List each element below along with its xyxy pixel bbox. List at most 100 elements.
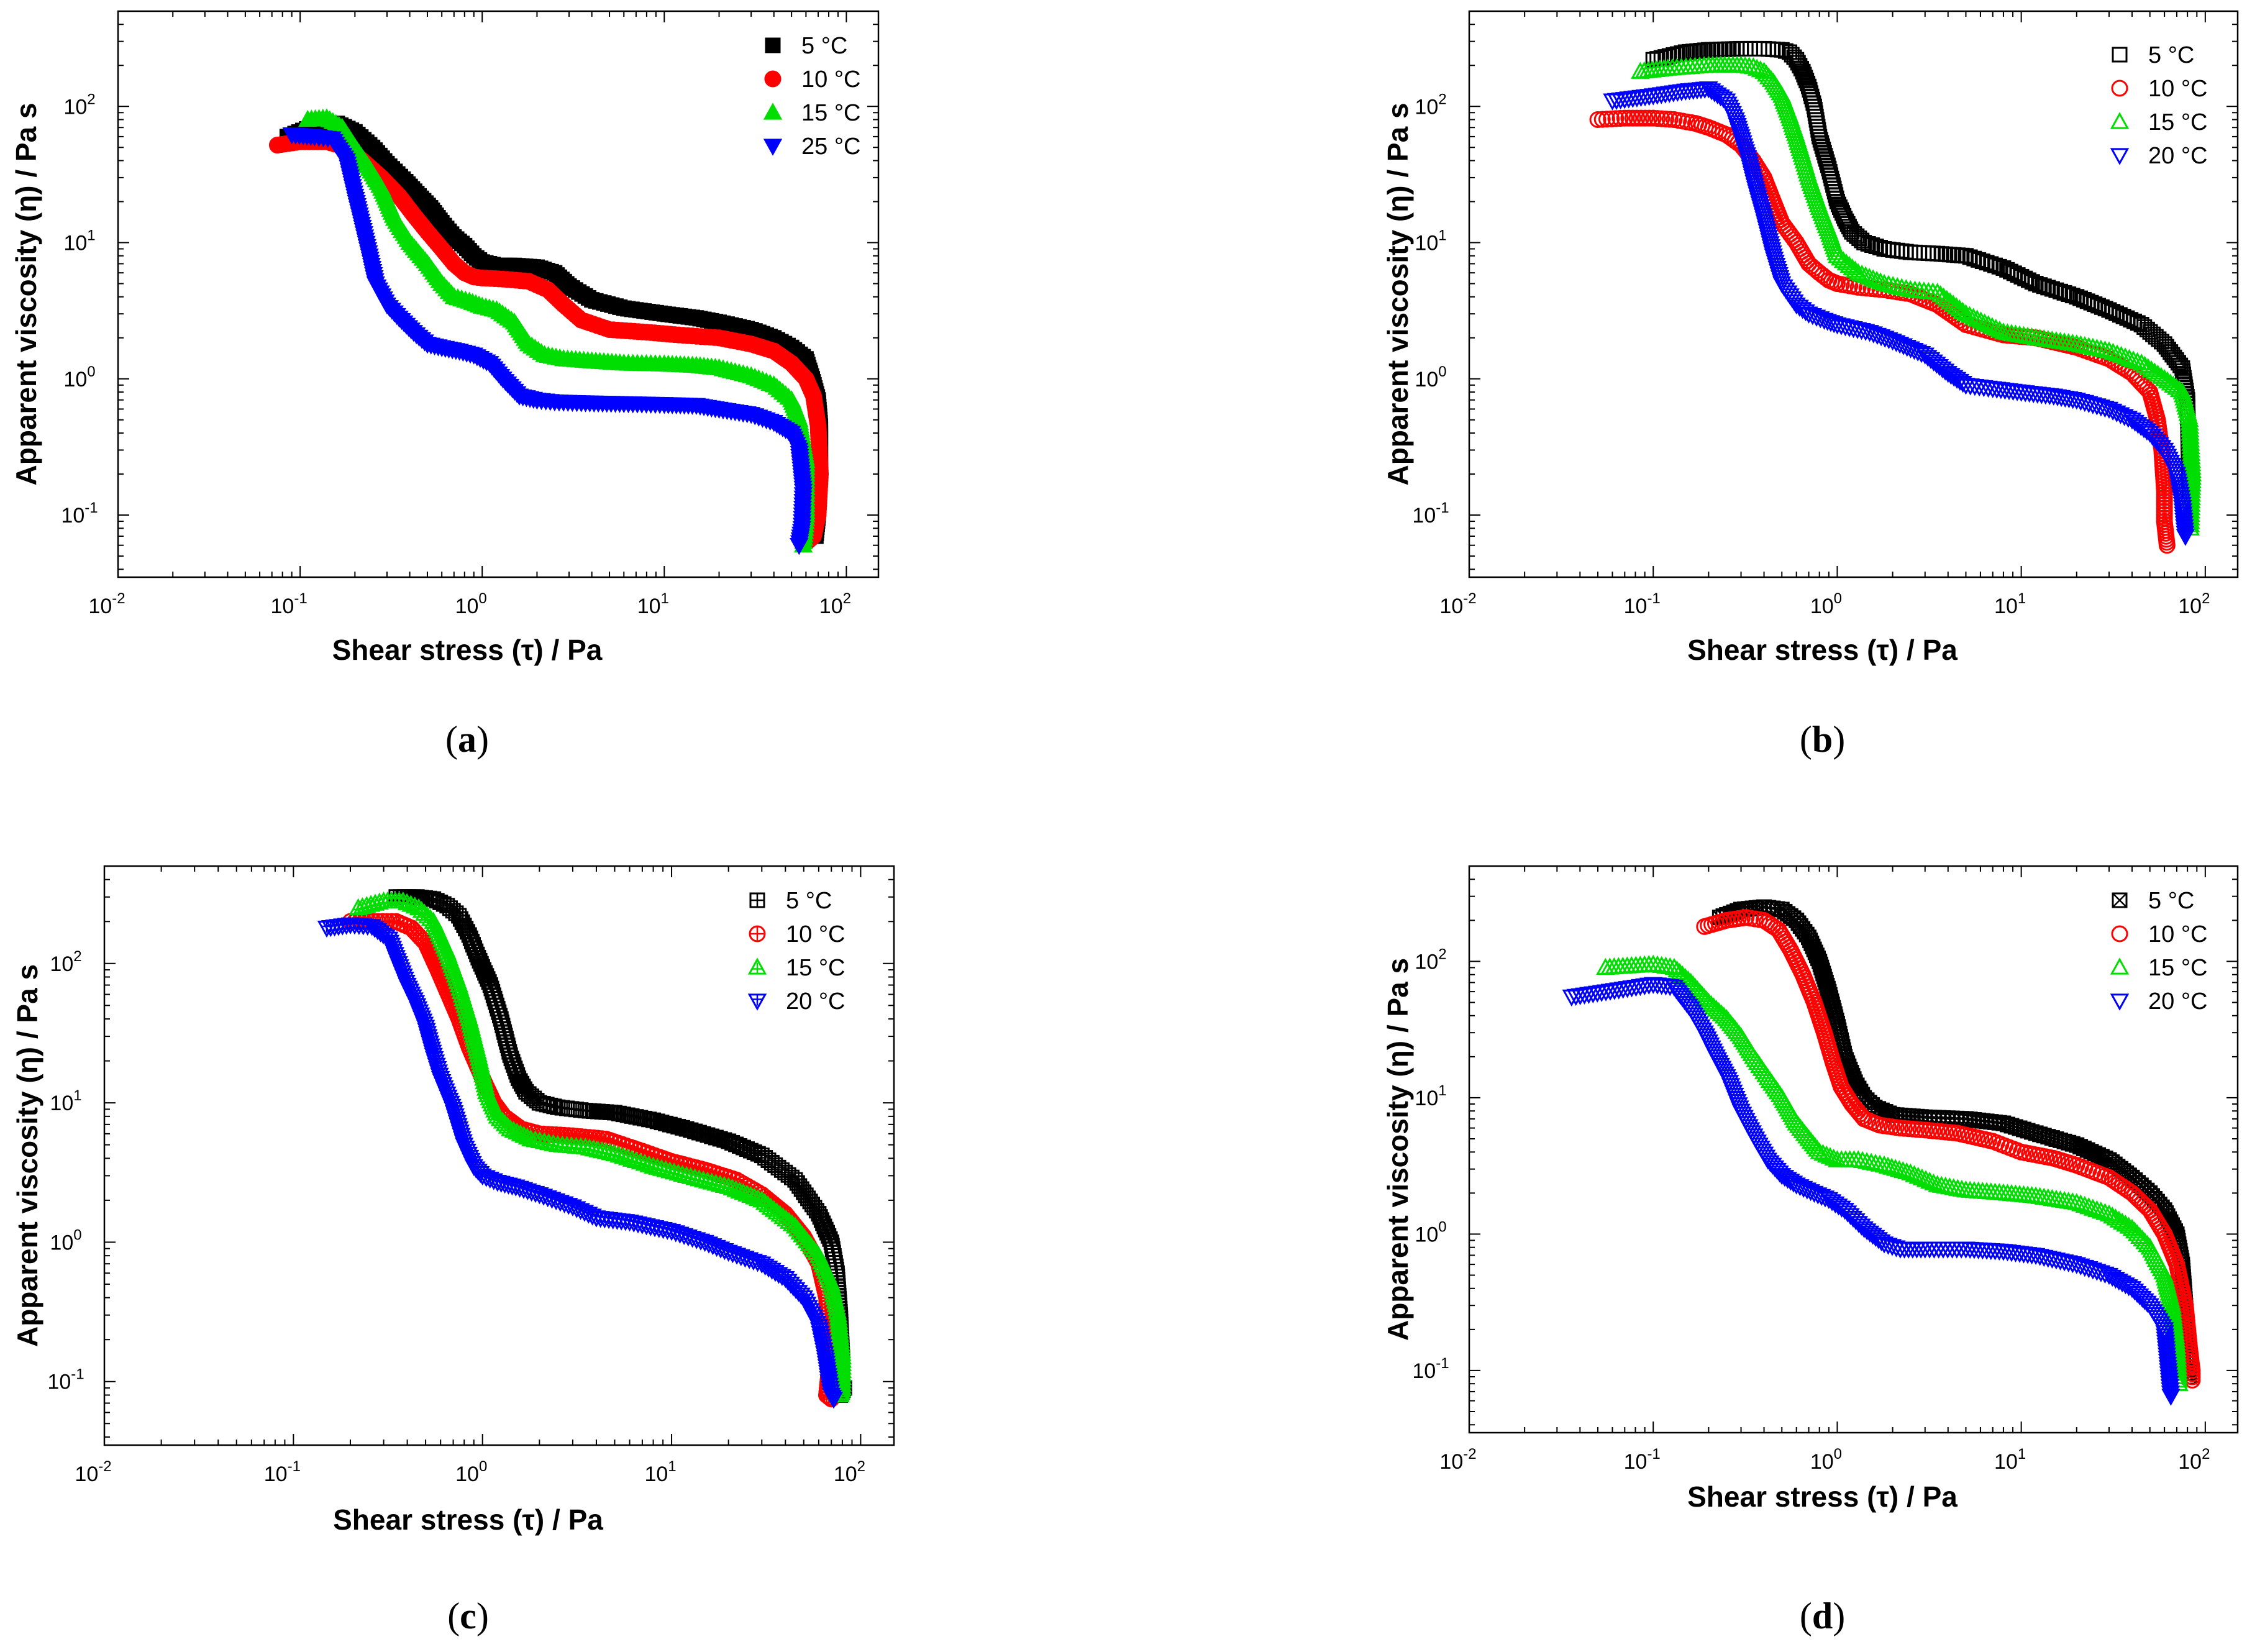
- data-point: [1859, 267, 1879, 285]
- x-tick-label: 102: [834, 1458, 865, 1486]
- plot-frame: [1468, 865, 2239, 1434]
- legend-item: 5 °C: [2112, 888, 2194, 914]
- data-point: [1966, 250, 1982, 267]
- data-point: [2176, 529, 2195, 546]
- data-point: [2128, 352, 2147, 369]
- data-point: [1908, 1166, 1928, 1184]
- data-point: [1871, 272, 1890, 290]
- data-point: [1874, 1236, 1894, 1254]
- data-point: [2115, 347, 2135, 365]
- data-point: [2139, 1199, 2156, 1216]
- data-point: [790, 538, 809, 555]
- data-point: [1907, 244, 1923, 260]
- data-point: [1924, 1173, 1943, 1190]
- legend-item: 20 °C: [747, 988, 845, 1015]
- y-tick-label: 10-1: [1412, 500, 1449, 527]
- series-a-0: [279, 116, 829, 544]
- data-point: [2112, 345, 2131, 363]
- legend-label: 5 °C: [2148, 42, 2194, 68]
- data-point: [2099, 341, 2119, 358]
- x-tick-label: 100: [455, 590, 487, 618]
- data-point: [2083, 1198, 2103, 1216]
- x-tick-label: 101: [1994, 590, 2026, 618]
- data-point: [1943, 294, 1963, 312]
- data-point: [1916, 1170, 1936, 1187]
- data-point: [1708, 87, 1727, 105]
- legend-label: 5 °C: [786, 888, 832, 914]
- data-point: [1867, 270, 1887, 288]
- legend-item: 20 °C: [2110, 143, 2207, 169]
- data-point: [1863, 269, 1883, 286]
- legend-label: 15 °C: [786, 955, 845, 981]
- y-tick-label: 102: [1415, 91, 1446, 119]
- legend-label: 15 °C: [2148, 109, 2207, 135]
- data-point: [1987, 257, 2003, 273]
- legend-label: 10 °C: [2148, 921, 2207, 947]
- y-tick-label: 102: [1415, 946, 1446, 974]
- data-point: [2145, 362, 2164, 380]
- x-tick-label: 10-1: [264, 1458, 301, 1486]
- data-point: [1950, 299, 1969, 317]
- legend-marker: [2110, 112, 2130, 129]
- axis-ticks: [117, 11, 878, 577]
- data-point: [1967, 309, 1987, 327]
- data-point: [1947, 372, 1967, 389]
- y-tick-label: 100: [1415, 363, 1446, 391]
- x-tick-label: 100: [1810, 1446, 1842, 1474]
- data-point: [1869, 1232, 1888, 1249]
- y-tick-label: 100: [50, 1226, 81, 1254]
- data-point: [1979, 255, 1995, 271]
- data-point: [1856, 324, 1876, 341]
- y-tick-label: 100: [1415, 1218, 1446, 1246]
- series-d-2: [1596, 954, 2189, 1391]
- data-point: [1868, 239, 1884, 255]
- chart-panel-c: 10-2 10-1 100 101 102 10-1 100 101 102 Shear stre…: [11, 865, 895, 1636]
- data-point: [1633, 109, 1650, 127]
- data-point: [1838, 213, 1854, 229]
- x-tick-label: 101: [637, 590, 669, 618]
- data-point: [2103, 342, 2123, 360]
- legend-marker: [747, 993, 767, 1011]
- data-point: [2028, 276, 2044, 292]
- data-point: [2075, 1195, 2095, 1213]
- legend-item: 25 °C: [763, 134, 860, 160]
- legend: 5 °C 10 °C 15 °C 20 °C: [2110, 42, 2207, 169]
- legend-item: 15 °C: [747, 955, 845, 981]
- data-point: [2044, 281, 2060, 297]
- data-point: [1593, 111, 1611, 128]
- data-point: [1864, 326, 1883, 344]
- legend-item: 15 °C: [2110, 109, 2207, 135]
- legend: 5 °C 10 °C 15 °C 20 °C: [747, 888, 845, 1015]
- data-point: [2083, 1262, 2103, 1280]
- data-point: [2095, 400, 2115, 418]
- y-tick-label: 102: [50, 948, 81, 976]
- series-b-2: [1631, 55, 2202, 536]
- y-tick-label: 10-1: [47, 1366, 84, 1394]
- data-point: [1905, 1165, 1924, 1182]
- y-axis-label: Apparent viscosity (η) / Pa s: [1382, 958, 1414, 1341]
- legend-label: 20 °C: [2148, 988, 2207, 1015]
- plot-frame: [117, 10, 880, 578]
- legend-item: 15 °C: [763, 100, 860, 126]
- x-tick-label: 100: [1810, 590, 1842, 618]
- data-point: [1620, 109, 1638, 127]
- data-point: [1624, 109, 1641, 127]
- data-point: [1912, 1168, 1932, 1185]
- y-tick-label: 101: [1415, 1082, 1446, 1110]
- legend-item: 20 °C: [2110, 988, 2207, 1015]
- data-point: [2158, 537, 2176, 554]
- data-point: [1607, 110, 1625, 127]
- data-point: [1598, 111, 1615, 128]
- legend-label: 15 °C: [2148, 955, 2207, 981]
- x-tick-label: 10-2: [1439, 1446, 1476, 1474]
- data-point: [2161, 1385, 2181, 1403]
- data-point: [1765, 41, 1781, 57]
- legend-label: 25 °C: [801, 134, 860, 160]
- data-point: [1887, 276, 1907, 294]
- data-point: [1897, 279, 1916, 296]
- y-tick-label: 102: [63, 91, 95, 119]
- data-point: [1912, 245, 1928, 261]
- legend-item: 10 °C: [2111, 76, 2207, 102]
- x-tick-label: 101: [1994, 1446, 2026, 1474]
- data-point: [2079, 1261, 2099, 1279]
